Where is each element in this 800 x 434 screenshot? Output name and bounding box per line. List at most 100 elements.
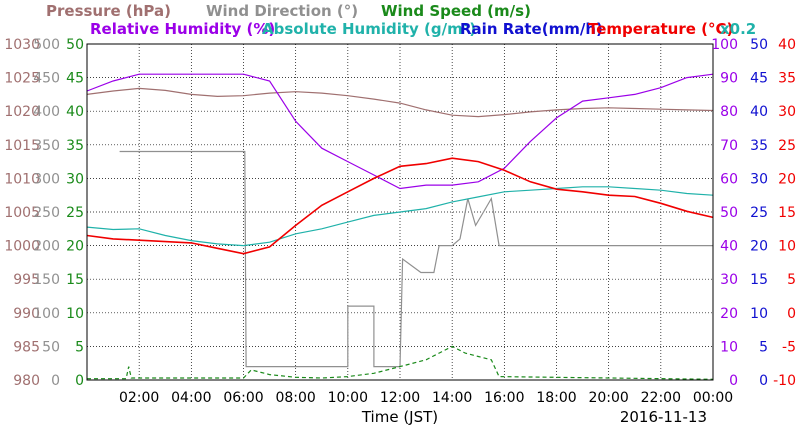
y-tick-temperature: 20 — [778, 171, 796, 187]
y-tick-pressure: 1005 — [4, 205, 40, 221]
y-tick-relative-humidity: 60 — [720, 171, 738, 187]
y-tick-temperature: 30 — [778, 104, 796, 120]
y-tick-rain-rate: 35 — [750, 138, 768, 154]
y-tick-pressure: 1020 — [4, 104, 40, 120]
y-tick-wind-speed: 35 — [66, 138, 84, 154]
series-wind-speed — [87, 345, 714, 380]
y-tick-temperature: 10 — [778, 239, 796, 255]
y-tick-rain-rate: 15 — [750, 272, 768, 288]
y-tick-wind-speed: 40 — [66, 104, 84, 120]
legend-rain-rate: Rain Rate(mm/h) — [460, 20, 603, 38]
legend-absolute-humidity: Absolute Humidity (g/m³) — [262, 20, 476, 38]
y-tick-pressure: 1010 — [4, 171, 40, 187]
y-tick-pressure: 995 — [13, 272, 40, 288]
axis-ticks: 1030102510201015101010051000995990985980… — [4, 37, 796, 406]
y-tick-temperature: -5 — [782, 339, 796, 355]
x-tick: 10:00 — [328, 390, 368, 406]
y-tick-relative-humidity: 20 — [720, 306, 738, 322]
legend-wind-direction: Wind Direction (°) — [206, 2, 358, 20]
legend-temperature: Temperature (°C) — [588, 20, 733, 38]
y-tick-wind-speed: 45 — [66, 71, 84, 87]
y-tick-temperature: 35 — [778, 71, 796, 87]
y-tick-wind-speed: 15 — [66, 272, 84, 288]
series-relative-humidity — [86, 73, 714, 190]
x-tick: 02:00 — [119, 390, 159, 406]
y-tick-wind-direction: 50 — [42, 339, 60, 355]
x-tick: 18:00 — [536, 390, 576, 406]
y-tick-temperature: -10 — [773, 373, 796, 389]
y-tick-relative-humidity: 30 — [720, 272, 738, 288]
date-label: 2016-11-13 — [620, 408, 707, 426]
y-tick-wind-direction: 100 — [33, 306, 60, 322]
y-tick-rain-rate: 20 — [750, 239, 768, 255]
y-tick-wind-direction: 400 — [33, 104, 60, 120]
y-tick-rain-rate: 45 — [750, 71, 768, 87]
y-tick-relative-humidity: 80 — [720, 104, 738, 120]
y-tick-pressure: 985 — [13, 339, 40, 355]
y-tick-relative-humidity: 70 — [720, 138, 738, 154]
y-tick-wind-speed: 5 — [75, 339, 84, 355]
legend-relative-humidity: Relative Humidity (%) — [90, 20, 275, 38]
grid — [87, 44, 713, 380]
y-tick-temperature: 0 — [787, 306, 796, 322]
x-axis-label: Time (JST) — [361, 408, 438, 426]
x-tick: 16:00 — [484, 390, 524, 406]
x-tick: 12:00 — [380, 390, 420, 406]
legend-wind-speed: Wind Speed (m/s) — [381, 2, 531, 20]
y-tick-rain-rate: 5 — [759, 339, 768, 355]
y-tick-wind-speed: 0 — [75, 373, 84, 389]
y-tick-wind-direction: 0 — [51, 373, 60, 389]
y-tick-pressure: 1025 — [4, 71, 40, 87]
y-tick-wind-direction: 450 — [33, 71, 60, 87]
legend-abs-humidity-scale: x0.2 — [720, 20, 756, 38]
y-tick-relative-humidity: 50 — [720, 205, 738, 221]
y-tick-rain-rate: 30 — [750, 171, 768, 187]
y-tick-pressure: 1000 — [4, 239, 40, 255]
y-tick-temperature: 25 — [778, 138, 796, 154]
y-tick-relative-humidity: 10 — [720, 339, 738, 355]
y-tick-wind-direction: 200 — [33, 239, 60, 255]
y-tick-wind-speed: 30 — [66, 171, 84, 187]
series-wind-direction — [119, 150, 713, 368]
y-tick-wind-direction: 350 — [33, 138, 60, 154]
y-tick-wind-speed: 20 — [66, 239, 84, 255]
series-pressure — [86, 87, 714, 118]
legend-pressure: Pressure (hPa) — [46, 2, 171, 20]
x-tick: 08:00 — [275, 390, 315, 406]
y-tick-pressure: 980 — [13, 373, 40, 389]
x-tick: 06:00 — [223, 390, 263, 406]
y-tick-wind-direction: 500 — [33, 37, 60, 53]
y-tick-wind-speed: 10 — [66, 306, 84, 322]
y-tick-wind-direction: 250 — [33, 205, 60, 221]
y-tick-pressure: 1030 — [4, 37, 40, 53]
plot-frame — [86, 43, 714, 381]
x-tick: 20:00 — [588, 390, 628, 406]
y-tick-wind-direction: 300 — [33, 171, 60, 187]
y-tick-relative-humidity: 90 — [720, 71, 738, 87]
series-lines — [86, 73, 714, 380]
y-tick-rain-rate: 0 — [759, 373, 768, 389]
y-tick-temperature: 15 — [778, 205, 796, 221]
x-tick: 00:00 — [693, 390, 733, 406]
y-tick-relative-humidity: 0 — [729, 373, 738, 389]
x-tick: 22:00 — [641, 390, 681, 406]
series-absolute-humidity — [86, 186, 714, 247]
x-tick: 14:00 — [432, 390, 472, 406]
y-tick-rain-rate: 50 — [750, 37, 768, 53]
legend: Pressure (hPa) Wind Direction (°) Wind S… — [46, 2, 756, 38]
y-tick-temperature: 5 — [787, 272, 796, 288]
y-tick-rain-rate: 40 — [750, 104, 768, 120]
series-temperature — [86, 157, 714, 255]
y-tick-pressure: 990 — [13, 306, 40, 322]
x-tick: 04:00 — [171, 390, 211, 406]
y-tick-pressure: 1015 — [4, 138, 40, 154]
y-tick-temperature: 40 — [778, 37, 796, 53]
y-tick-wind-direction: 150 — [33, 272, 60, 288]
y-tick-wind-speed: 25 — [66, 205, 84, 221]
y-tick-relative-humidity: 40 — [720, 239, 738, 255]
y-tick-wind-speed: 50 — [66, 37, 84, 53]
y-tick-rain-rate: 25 — [750, 205, 768, 221]
y-tick-rain-rate: 10 — [750, 306, 768, 322]
y-tick-relative-humidity: 100 — [711, 37, 738, 53]
